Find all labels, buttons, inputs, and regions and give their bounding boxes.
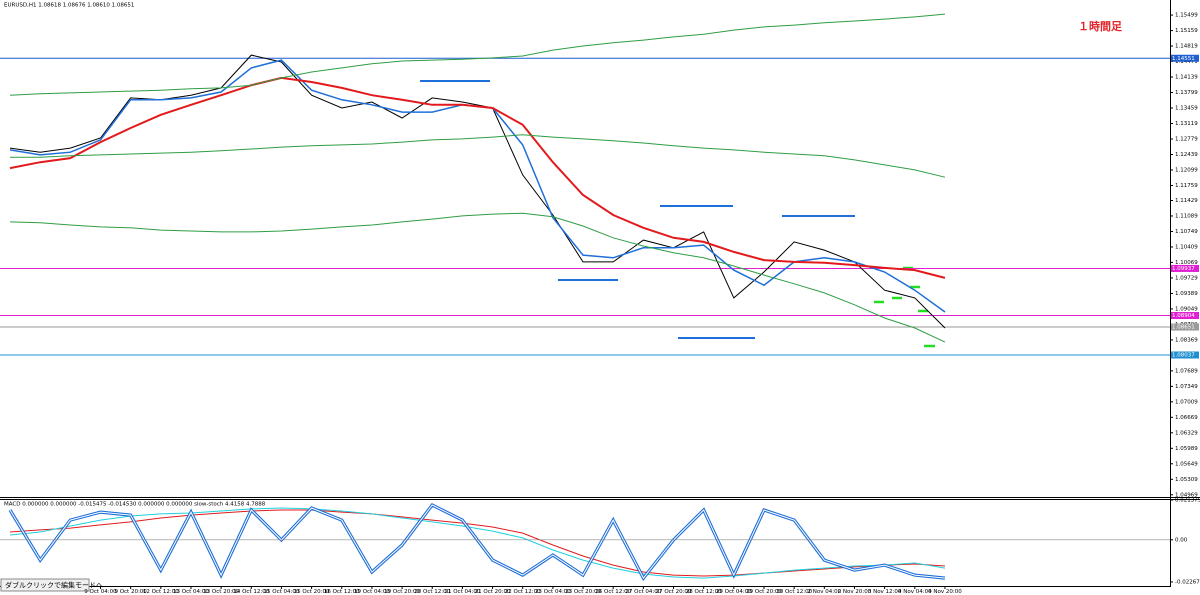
- x-tick-label: 20 Oct 12:00: [414, 589, 450, 595]
- y-tick-label: 1.14139: [1175, 75, 1198, 81]
- x-tick-label: 19 Oct 04:00: [354, 589, 390, 595]
- y-tick-label: 1.05309: [1175, 477, 1198, 483]
- y-tick-label: 1.11429: [1175, 198, 1198, 204]
- x-tick-label: 2 Nov 20:00: [838, 589, 872, 595]
- x-tick-label: 21 Oct 20:00: [475, 589, 511, 595]
- x-tick-label: 4 Nov 20:00: [928, 589, 962, 595]
- y-tick-label: 1.14479: [1175, 59, 1198, 65]
- macd-line: [9, 509, 946, 577]
- y-tick-label: 1.06669: [1175, 415, 1198, 421]
- series-line: [10, 134, 946, 178]
- series-line: [9, 212, 946, 343]
- level-label: 1.08651: [1172, 325, 1195, 331]
- level-label: 1.08037: [1172, 353, 1195, 359]
- y-tick-label: 1.10749: [1175, 229, 1198, 235]
- x-tick-label: 13 Oct 04:00: [173, 589, 209, 595]
- level-label-box: [1171, 312, 1199, 320]
- y-tick-label: 1.13119: [1175, 121, 1198, 127]
- level-label: 1.08904: [1172, 313, 1195, 319]
- x-tick-label: 29 Oct 20:00: [746, 589, 782, 595]
- x-tick-label: 26 Oct 12:00: [595, 589, 631, 595]
- y-tick-label: 1.11089: [1175, 213, 1198, 219]
- y-tick-label: 1.05649: [1175, 461, 1198, 467]
- x-tick-label: 28 Oct 12:00: [686, 589, 722, 595]
- y-tick-label: 1.11759: [1175, 183, 1198, 189]
- level-label-box: [1171, 351, 1199, 359]
- x-tick-label: 23 Oct 04:00: [535, 589, 571, 595]
- level-label: 1.09937: [1172, 266, 1195, 272]
- chart-title: EURUSD,H1 1.08618 1.08676 1.08610 1.0865…: [4, 3, 134, 9]
- x-tick-label: 16 Oct 12:00: [324, 589, 360, 595]
- x-tick-label: 9 Oct 20:00: [114, 589, 147, 595]
- drawings: [420, 80, 855, 339]
- x-tick-label: 30 Oct 12:00: [776, 589, 812, 595]
- level-label-box: [1171, 264, 1199, 272]
- x-tick-label: 22 Oct 12:00: [505, 589, 541, 595]
- series-line: [9, 76, 946, 279]
- level-label-box: [1171, 54, 1199, 62]
- y-tick-label: 1.14819: [1175, 44, 1198, 50]
- y-tick-label: 1.05989: [1175, 446, 1198, 452]
- x-tick-label: 29 Oct 04:00: [716, 589, 752, 595]
- button-label[interactable]: ダブルクリックで編集モードへ: [5, 581, 103, 590]
- y-tick-label: 1.09389: [1175, 291, 1198, 297]
- y-tick-label: 1.10409: [1175, 244, 1198, 250]
- y-tick-label: 1.12099: [1175, 167, 1198, 173]
- y-tick-label: 0.00: [1175, 537, 1188, 543]
- macd-line: [9, 507, 946, 579]
- x-tick-label: 14 Oct 12:00: [233, 589, 269, 595]
- y-tick-label: 1.09049: [1175, 306, 1198, 312]
- y-tick-label: 1.13459: [1175, 106, 1198, 112]
- x-tick-label: 13 Oct 20:00: [203, 589, 239, 595]
- y-tick-label: 1.04969: [1175, 492, 1198, 498]
- x-tick-label: 27 Oct 20:00: [656, 589, 692, 595]
- y-tick-label: -0.02267: [1175, 579, 1200, 585]
- y-tick-label: 1.13799: [1175, 90, 1198, 96]
- y-tick-label: 1.08369: [1175, 337, 1198, 343]
- x-tick-label: 12 Oct 12:00: [143, 589, 179, 595]
- x-tick-label: 21 Oct 04:00: [444, 589, 480, 595]
- x-tick-label: 3 Nov 12:00: [868, 589, 902, 595]
- stoch-line-inner: [9, 504, 946, 580]
- x-tick-label: 2 Nov 04:00: [808, 589, 842, 595]
- level-label: 1.14551: [1172, 56, 1195, 62]
- y-tick-label: 1.07689: [1175, 368, 1198, 374]
- series-line: [9, 13, 946, 96]
- y-tick-label: 1.12779: [1175, 136, 1198, 142]
- y-tick-label: 1.07349: [1175, 384, 1198, 390]
- y-tick-label: 1.06329: [1175, 430, 1198, 436]
- y-tick-label: 1.09729: [1175, 275, 1198, 281]
- y-tick-label: 1.07009: [1175, 399, 1198, 405]
- annotation: １時間足: [1078, 19, 1123, 33]
- y-tick-label: 1.15159: [1175, 28, 1198, 34]
- y-tick-label: 1.15499: [1175, 13, 1198, 19]
- y-tick-label: 0.021379: [1175, 498, 1200, 504]
- x-tick-label: 15 Oct 04:00: [264, 589, 300, 595]
- x-tick-label: 19 Oct 20:00: [384, 589, 420, 595]
- edit-button[interactable]: ダブルクリックで編集モードへ: [0, 578, 103, 592]
- y-tick-label: 1.12439: [1175, 152, 1198, 158]
- green-markers: [874, 266, 935, 348]
- button-frame[interactable]: [0, 578, 90, 592]
- y-tick-label: 1.10069: [1175, 260, 1198, 266]
- x-tick-label: 15 Oct 20:00: [294, 589, 330, 595]
- x-tick-label: 9 Oct 04:00: [84, 589, 117, 595]
- level-label-box: [1171, 323, 1199, 331]
- indicator-title: MACD 0.000000 0.000000 -0.015475 -0.0145…: [4, 502, 266, 508]
- x-tick-label: 23 Oct 20:00: [565, 589, 601, 595]
- x-tick-label: 4 Nov 04:00: [898, 589, 932, 595]
- x-tick-label: 27 Oct 04:00: [625, 589, 661, 595]
